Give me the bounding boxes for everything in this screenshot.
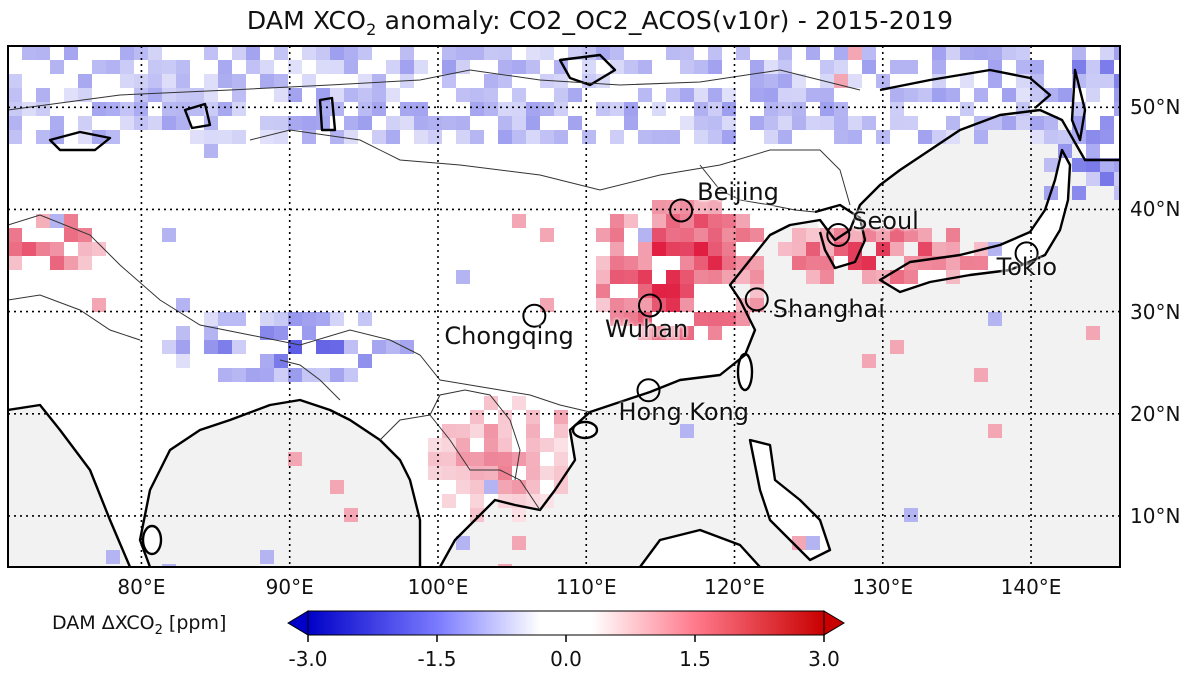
lon-tick-label: 100°E: [407, 575, 469, 599]
land-japan: [880, 150, 1070, 292]
lon-tick-label: 140°E: [1000, 575, 1062, 599]
lon-tick-label: 130°E: [852, 575, 914, 599]
map-frame: [7, 45, 1121, 568]
land-taiwan: [738, 354, 752, 390]
land-philippines: [750, 440, 830, 560]
city-marker: [637, 293, 662, 318]
lon-tick-label: 110°E: [555, 575, 617, 599]
colorbar-tick-label: -1.5: [417, 647, 457, 671]
city-label: Shanghai: [772, 295, 885, 324]
colorbar-low-arrow: [287, 610, 309, 636]
country-borders: [8, 69, 861, 511]
colorbar-tick-label: 3.0: [808, 647, 840, 671]
city-marker: [669, 198, 694, 223]
city-label: Wuhan: [604, 315, 689, 344]
lat-tick-label: 40°N: [1130, 197, 1181, 222]
city-label: Tokio: [996, 253, 1058, 282]
city-marker: [522, 303, 547, 328]
colorbar-tick-label: 0.0: [550, 647, 582, 671]
lat-tick-label: 20°N: [1130, 401, 1181, 426]
lon-tick-label: 120°E: [704, 575, 765, 599]
lat-tick-label: 10°N: [1130, 503, 1181, 528]
lon-tick-label: 90°E: [265, 575, 314, 599]
city-marker: [1014, 241, 1039, 266]
lat-tick-label: 30°N: [1130, 299, 1181, 324]
city-marker: [744, 287, 769, 312]
city-label: Seoul: [852, 206, 919, 235]
colorbar: [287, 610, 845, 642]
colorbar-high-arrow: [823, 610, 845, 636]
lon-tick-label: 80°E: [117, 575, 166, 599]
colorbar-gradient: [307, 610, 825, 636]
colorbar-tick-label: 1.5: [679, 647, 711, 671]
city-markers: [522, 198, 1039, 403]
city-label: Beijing: [697, 178, 779, 207]
city-label: Chongqing: [444, 321, 574, 350]
colorbar-tick-label: -3.0: [288, 647, 328, 671]
city-marker: [636, 378, 661, 403]
city-label: Hong Kong: [618, 398, 749, 427]
land-hainan: [573, 422, 597, 438]
colorbar-label: DAM ΔXCO2 [ppm]: [52, 612, 227, 638]
land-borneo: [640, 530, 760, 567]
lat-tick-label: 50°N: [1130, 95, 1181, 120]
city-marker: [826, 222, 851, 247]
chart-title: DAM XCO2 anomaly: CO2_OC2_ACOS(v10r) - 2…: [246, 6, 954, 39]
land-srilanka: [143, 526, 161, 554]
